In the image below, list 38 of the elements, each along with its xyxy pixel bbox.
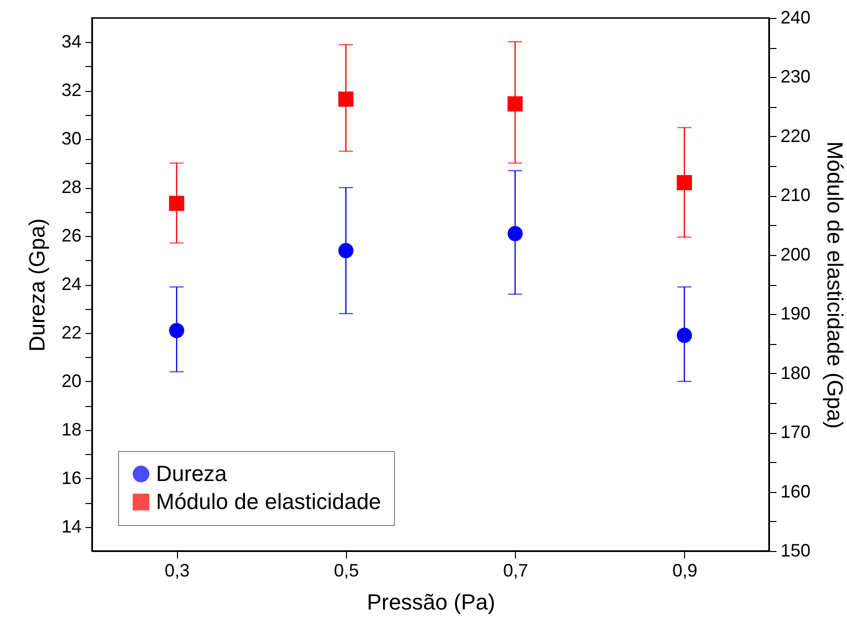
y2-tick-label: 220: [780, 126, 811, 146]
y2-tick-label: 240: [780, 8, 811, 28]
point: [169, 322, 184, 338]
y2-axis-title: Módulo de elasticidade (Gpa): [822, 141, 847, 429]
x-axis-title: Pressão (Pa): [366, 590, 496, 614]
y-tick-label: 18: [61, 419, 82, 440]
x-tick-label: 0,3: [164, 560, 190, 580]
y2-tick-label: 200: [780, 244, 811, 264]
y2-tick-label: 150: [780, 540, 811, 560]
point: [676, 175, 692, 190]
y-tick-label: 22: [61, 322, 82, 342]
point: [169, 196, 184, 211]
y-tick-label: 30: [61, 128, 82, 149]
y-tick-label: 26: [61, 226, 82, 246]
y-tick-label: 14: [61, 516, 82, 536]
y2-tick-label: 190: [780, 304, 811, 324]
point: [338, 92, 354, 107]
y2-tick-label: 160: [780, 481, 811, 502]
y2-tick-label: 210: [780, 185, 811, 206]
point: [676, 328, 692, 343]
y-tick-label: 34: [61, 32, 82, 52]
y-tick-label: 16: [61, 468, 82, 488]
y-axis-title: Dureza (Gpa): [24, 218, 50, 352]
legend-label: Dureza: [156, 461, 228, 486]
y-tick-label: 32: [61, 80, 82, 100]
y-tick-label: 28: [61, 177, 82, 198]
y-tick-label: 24: [61, 274, 82, 294]
x-tick-label: 0,7: [503, 560, 528, 580]
point: [508, 226, 523, 242]
point: [338, 243, 354, 258]
y2-tick-label: 230: [780, 66, 811, 87]
x-tick-label: 0,5: [334, 560, 359, 580]
point: [508, 96, 523, 112]
legend-label: Módulo de elasticidade: [156, 489, 382, 514]
y2-tick-label: 180: [780, 362, 811, 383]
y-tick-label: 20: [61, 370, 82, 391]
y2-tick-label: 170: [780, 422, 811, 442]
x-tick-label: 0,9: [672, 560, 698, 580]
